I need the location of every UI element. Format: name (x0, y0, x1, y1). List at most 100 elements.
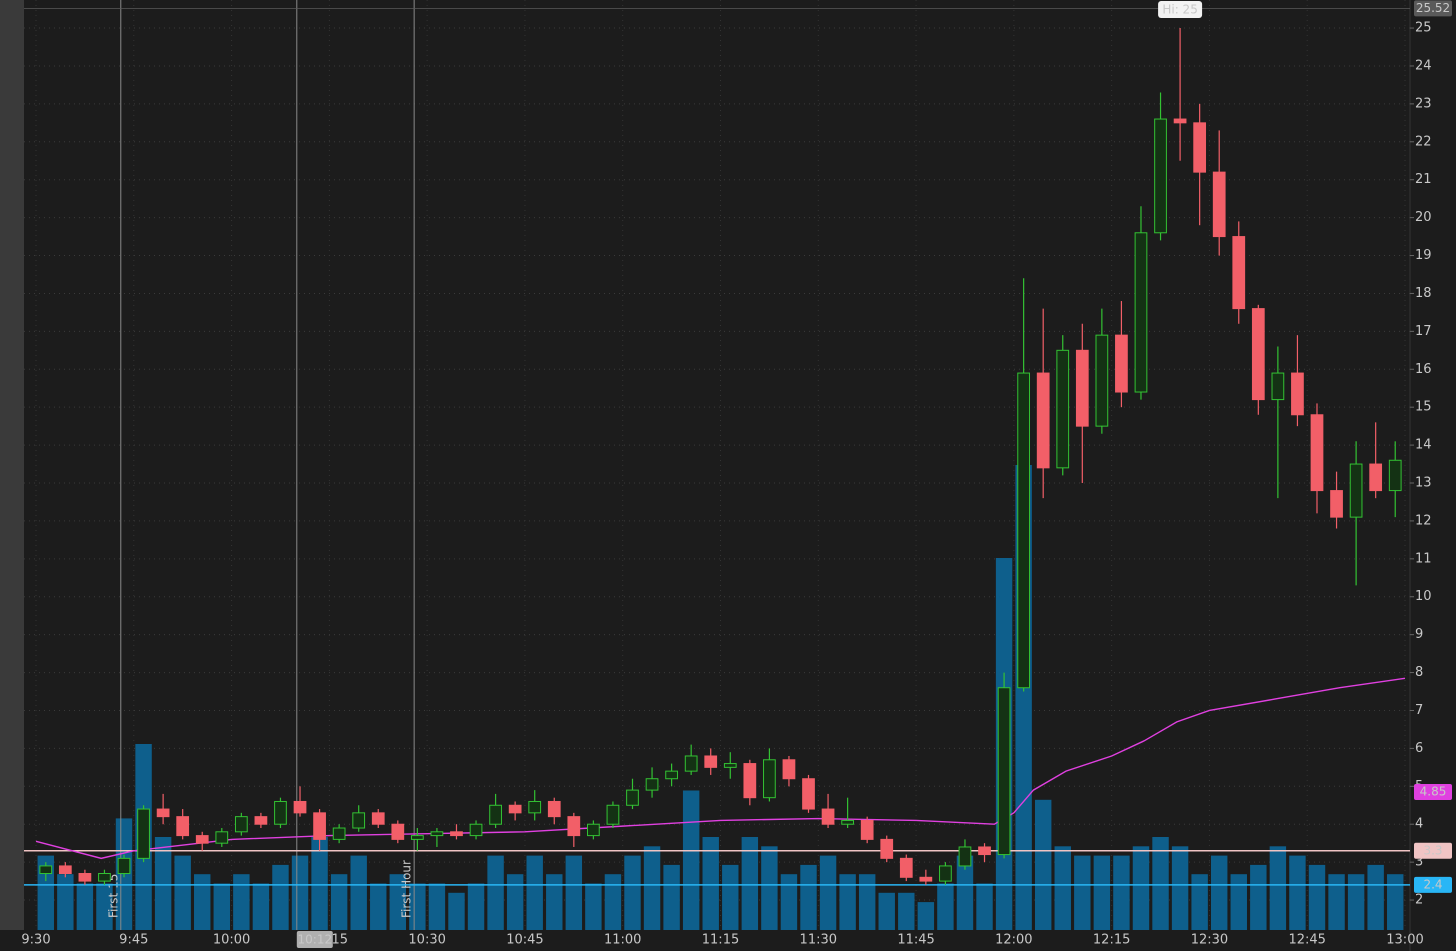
y-tick-label: 2 (1415, 893, 1423, 908)
candle-body (234, 816, 248, 833)
candle-body (528, 800, 542, 814)
x-tick-label: 11:30 (800, 933, 837, 948)
candle-body (391, 823, 405, 840)
volume-bar (291, 855, 309, 930)
volume-bar (898, 892, 915, 930)
volume-bar (585, 883, 602, 930)
volume-bar (546, 874, 563, 930)
y-tick-label: 20 (1415, 210, 1432, 225)
candle-body (763, 759, 776, 799)
candle-body (567, 816, 581, 837)
volume-bar (409, 883, 426, 930)
volume-bar (154, 837, 172, 930)
volume-bar (643, 846, 661, 930)
y-tick-label: 25 (1415, 21, 1432, 36)
volume-bar (565, 855, 583, 930)
y-tick-label: 9 (1415, 627, 1423, 642)
volume-bar (702, 837, 719, 930)
candle-body (547, 800, 561, 818)
volume-bar (1250, 864, 1267, 930)
y-tick-label: 14 (1415, 438, 1432, 453)
candle-body (626, 789, 639, 806)
x-tick-label: 11:45 (897, 933, 934, 948)
volume-bar (1269, 846, 1287, 930)
volume-bar (76, 883, 94, 930)
level-tag (1414, 842, 1452, 859)
volume-bar (663, 864, 680, 930)
y-tick-label: 16 (1415, 362, 1432, 377)
candle-body (332, 827, 346, 840)
candle-body (195, 835, 209, 844)
volume-bar (57, 874, 74, 930)
candle-body (645, 778, 659, 791)
volume-bar (1034, 799, 1052, 930)
x-tick-label: 13:00 (1386, 933, 1423, 948)
volume-bar (272, 864, 289, 930)
candle-body (1330, 490, 1343, 518)
candle-body (997, 687, 1011, 856)
volume-bar (252, 883, 270, 930)
volume-bar (1054, 846, 1071, 930)
x-tick-label: 12:15 (1093, 933, 1130, 948)
candle-body (1369, 463, 1383, 492)
candle-body (782, 759, 796, 780)
candle-body (450, 831, 463, 837)
candle-body (587, 823, 600, 837)
y-tick-label: 23 (1415, 96, 1432, 111)
candle-body (1075, 349, 1089, 427)
candle-body (1036, 372, 1050, 469)
candle-body (352, 812, 366, 829)
volume-bar (370, 883, 387, 930)
candle-body (137, 808, 150, 859)
x-tick-label: 10:00 (213, 933, 250, 948)
candle-body (1251, 308, 1265, 401)
candle-body (1271, 372, 1285, 401)
candle-body (1388, 459, 1402, 492)
volume-bar (467, 883, 485, 930)
candle-body (1212, 171, 1226, 238)
candle-body (821, 808, 835, 825)
candle-body (1310, 414, 1324, 492)
candle-body (371, 812, 385, 825)
volume-bar (1328, 874, 1345, 930)
high-callout-label: Hi: 25 (1162, 3, 1197, 17)
premarket-shade (0, 0, 24, 930)
volume-bar (780, 874, 798, 930)
candle-body (313, 812, 326, 840)
x-tick-label: 12:00 (995, 933, 1032, 948)
candle-body (274, 800, 287, 825)
candle-body (176, 816, 190, 837)
volume-bar (722, 864, 739, 930)
candle-body (1173, 118, 1187, 124)
candle-body (410, 835, 424, 840)
volume-bar (937, 883, 954, 930)
volume-bar (1289, 855, 1306, 930)
volume-bar (213, 883, 231, 930)
candle-body (78, 873, 92, 882)
volume-bar (311, 837, 328, 930)
y-tick-label: 11 (1415, 551, 1432, 566)
y-tick-label: 15 (1415, 400, 1432, 415)
x-tick-label: 9:30 (21, 933, 50, 948)
volume-bar (448, 892, 465, 930)
volume-bar (800, 864, 817, 930)
volume-bar (917, 902, 935, 930)
volume-bar (526, 855, 543, 930)
candle-body (1017, 372, 1031, 689)
level-tag-label: 25.52 (1416, 1, 1450, 15)
y-tick-label: 7 (1415, 703, 1423, 718)
volume-bar (1387, 874, 1404, 930)
y-tick-label: 8 (1415, 665, 1423, 680)
candle-body (939, 865, 952, 882)
level-tag (1414, 783, 1452, 800)
volume-bar (1093, 855, 1111, 930)
candle-body (489, 804, 502, 825)
candle-body (684, 755, 698, 772)
volume-bar (1152, 837, 1169, 930)
cursor-tag-label: 10:12 (298, 933, 333, 947)
candle-body (508, 804, 522, 814)
volume-bar (1230, 874, 1247, 930)
vwap-line (35, 677, 1406, 860)
volume-bar (819, 855, 837, 930)
